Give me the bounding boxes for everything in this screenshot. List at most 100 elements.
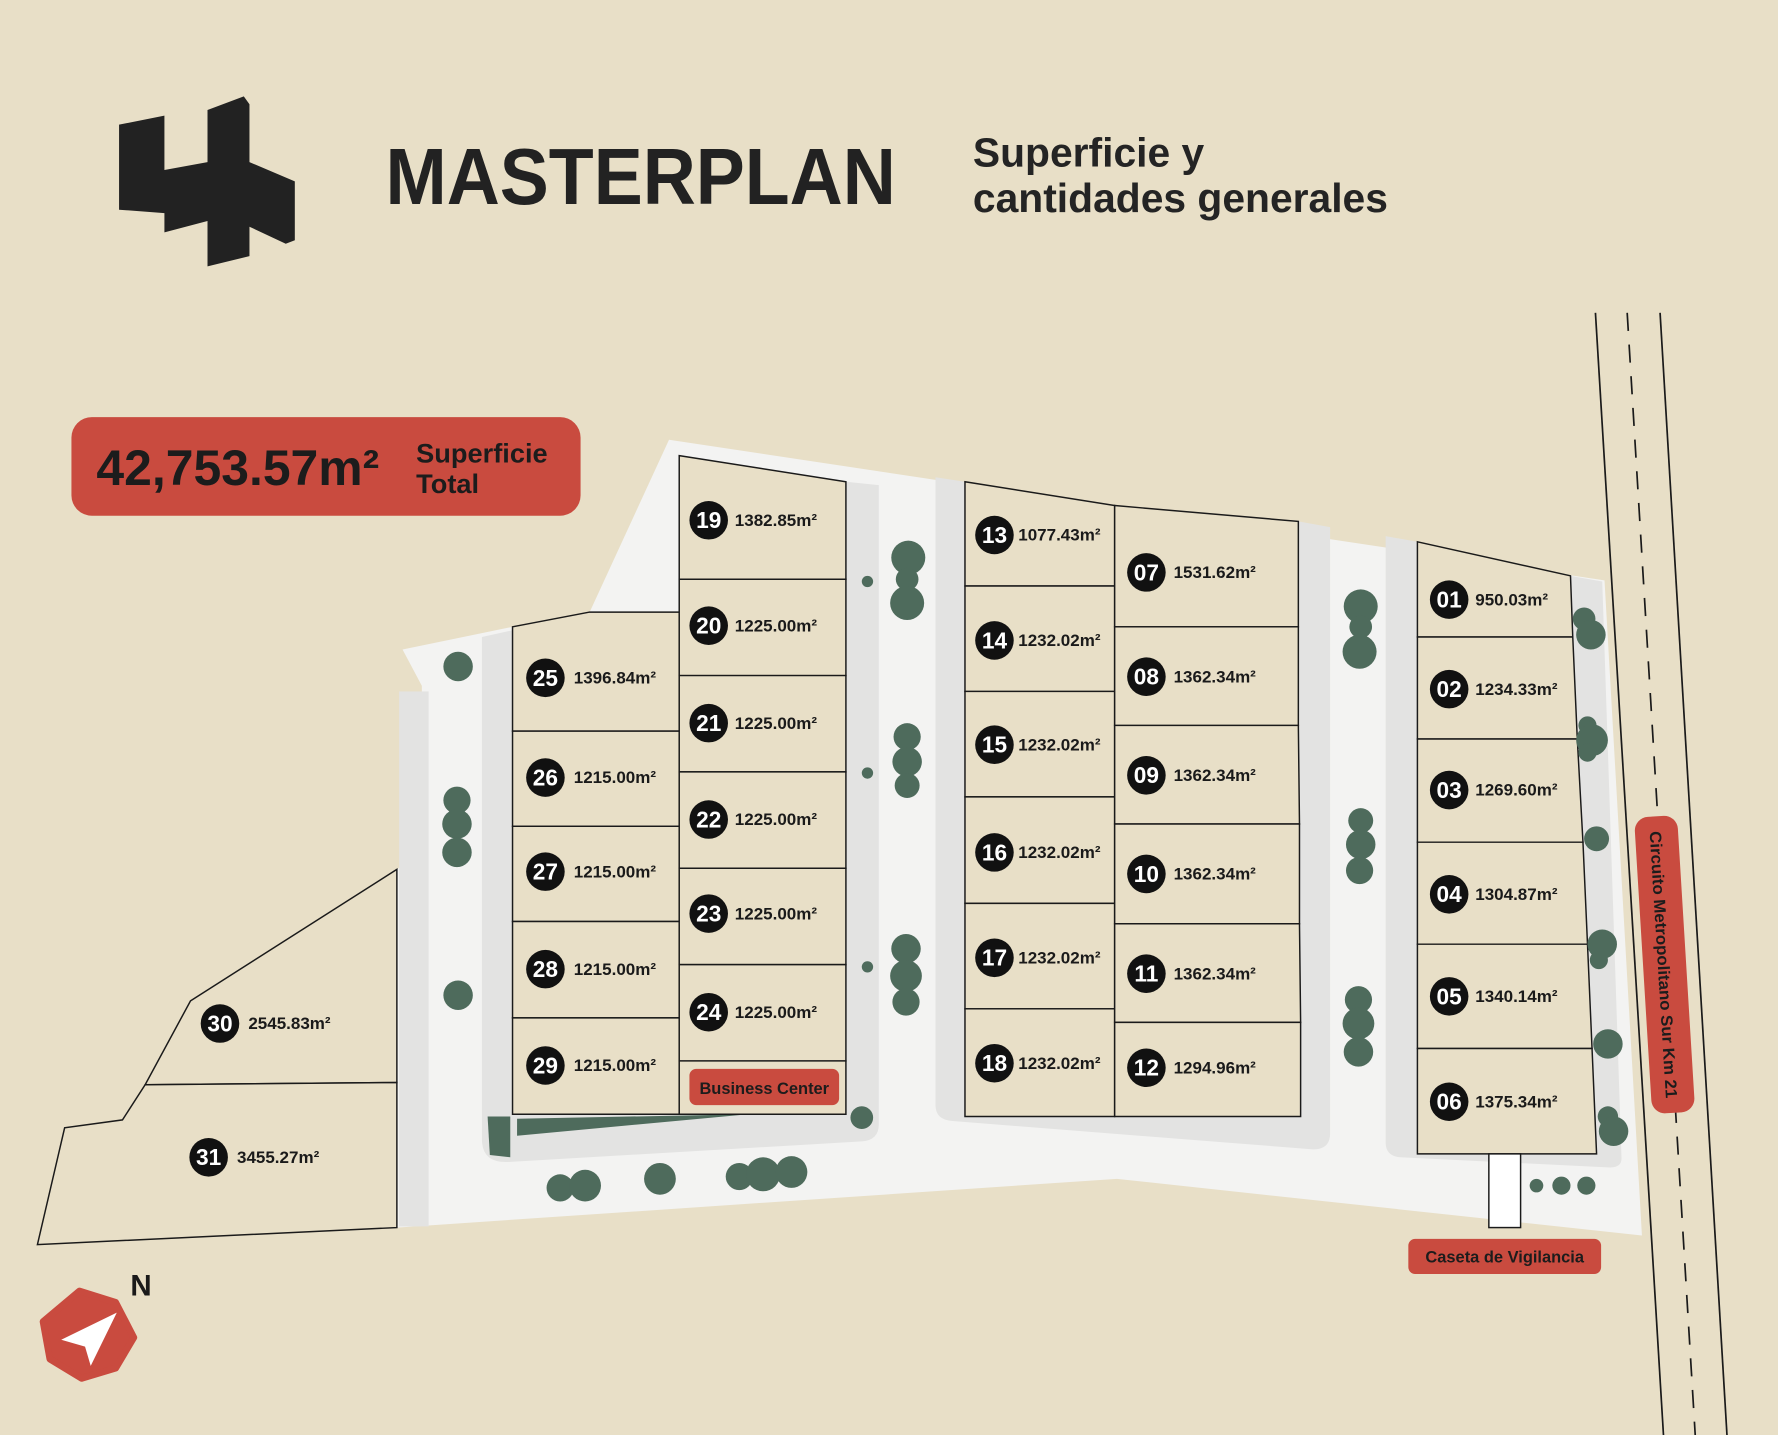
lot-02-number: 02 [1437, 676, 1462, 702]
lot-21-badge [689, 703, 728, 743]
tree [1578, 743, 1597, 762]
lot-18-number: 18 [982, 1050, 1007, 1076]
tree [850, 1106, 874, 1129]
tree [1343, 1037, 1374, 1067]
lot-26-badge [526, 758, 565, 797]
lot-20: 20 1225.00m² [678, 578, 847, 677]
tree [443, 651, 473, 682]
tree [1345, 856, 1374, 885]
lot-17-number: 17 [982, 945, 1007, 971]
tree [890, 960, 922, 992]
lot-09-area: 1362.34m² [1174, 766, 1257, 785]
tree [861, 767, 874, 779]
lot-10-area: 1362.34m² [1174, 865, 1257, 884]
tree [1529, 1178, 1544, 1193]
tree [1552, 1176, 1571, 1195]
lot-29: 29 1215.00m² [511, 1017, 680, 1115]
tree [891, 540, 926, 575]
lot-04: 04 1304.87m² [1416, 841, 1589, 945]
lot-15-area: 1232.02m² [1018, 735, 1101, 754]
tree [893, 723, 921, 751]
lot-04-badge [1429, 875, 1469, 914]
road-edge-right [1659, 312, 1728, 1435]
lot-19: 19 1382.85m² [678, 454, 847, 580]
tree [894, 773, 920, 798]
lot-29-number: 29 [533, 1052, 558, 1078]
lot-31-number: 31 [196, 1144, 221, 1170]
lot-19-area: 1382.85m² [735, 511, 818, 530]
lot-14-badge [975, 621, 1014, 660]
lot-09: 09 1362.34m² [1113, 724, 1301, 825]
lot-13: 13 1077.43m² [964, 480, 1116, 587]
tree [1343, 589, 1378, 624]
tree [892, 746, 922, 777]
lot-26: 26 1215.00m² [511, 730, 680, 828]
logo [119, 96, 295, 267]
lot-17: 17 1232.02m² [964, 902, 1116, 1010]
lot-30-number: 30 [207, 1010, 232, 1036]
tree [1342, 634, 1377, 669]
lot-30: 30 2545.83m² [143, 868, 398, 1086]
lot-06-area: 1375.34m² [1475, 1092, 1558, 1111]
lot-31-area: 3455.27m² [237, 1148, 320, 1167]
tree [443, 980, 473, 1010]
tree [644, 1162, 676, 1195]
tree [1576, 620, 1606, 650]
tree [895, 567, 919, 591]
lot-31-badge [189, 1138, 228, 1177]
lot-30-area: 2545.83m² [248, 1014, 331, 1033]
road-edge-left [1594, 312, 1665, 1435]
lot-07-area: 1531.62m² [1174, 563, 1257, 582]
lot-08-badge [1127, 657, 1166, 696]
lot-29-badge [526, 1046, 565, 1085]
lot-16: 16 1232.02m² [964, 796, 1116, 905]
lot-30-badge [200, 1004, 240, 1043]
lot-06: 06 1375.34m² [1416, 1047, 1598, 1155]
tree [442, 837, 472, 868]
lot-25-number: 25 [533, 665, 558, 691]
road-centerline [1626, 312, 1697, 1435]
lot-18-badge [975, 1043, 1014, 1083]
lot-13-number: 13 [982, 522, 1007, 548]
lot-03-area: 1269.60m² [1475, 781, 1558, 800]
sidewalk-block-c [1385, 536, 1622, 1168]
lot-22: 22 1225.00m² [678, 771, 847, 869]
lot-18: 18 1232.02m² [964, 1008, 1116, 1118]
lot-20-number: 20 [696, 613, 721, 639]
navigation-arrow-icon [61, 1312, 117, 1366]
lot-24-badge [689, 992, 728, 1032]
lot-15: 15 1232.02m² [964, 690, 1116, 798]
lot-27: 27 1215.00m² [511, 825, 680, 923]
tree [1344, 986, 1373, 1014]
total-surface-badge: 42,753.57m² Superficie Total [71, 417, 581, 516]
north-indicator: N [39, 1270, 152, 1382]
page-subtitle-line-2: cantidades generales [973, 175, 1388, 221]
lot-22-badge [689, 800, 728, 839]
lot-27-badge [526, 852, 565, 891]
lot-26-number: 26 [533, 765, 558, 791]
lot-07-number: 07 [1134, 559, 1159, 585]
tree [1587, 929, 1617, 959]
tree [443, 786, 471, 814]
lot-17-area: 1232.02m² [1018, 948, 1101, 967]
trees [442, 540, 1629, 1202]
lot-15-badge [975, 725, 1014, 764]
lot-04-number: 04 [1437, 881, 1463, 907]
lot-01-number: 01 [1437, 587, 1462, 613]
business-center: Business Center [678, 1060, 847, 1115]
lot-22-number: 22 [696, 806, 721, 832]
tree [891, 933, 921, 964]
tree [1342, 1007, 1375, 1040]
guard-house-tag [1408, 1238, 1602, 1275]
tree [725, 1162, 753, 1191]
lot-06-number: 06 [1437, 1089, 1462, 1115]
road-label: Circuito Metropolitano Sur Km 21 [1634, 815, 1695, 1114]
lot-21-number: 21 [696, 710, 721, 736]
lot-11-area: 1362.34m² [1174, 964, 1257, 983]
lot-19-number: 19 [696, 507, 721, 533]
road-label-tag [1634, 815, 1695, 1114]
hedge [487, 1116, 511, 1158]
tree [861, 575, 874, 588]
lot-11: 11 1362.34m² [1113, 923, 1302, 1024]
lot-23-area: 1225.00m² [735, 904, 818, 923]
